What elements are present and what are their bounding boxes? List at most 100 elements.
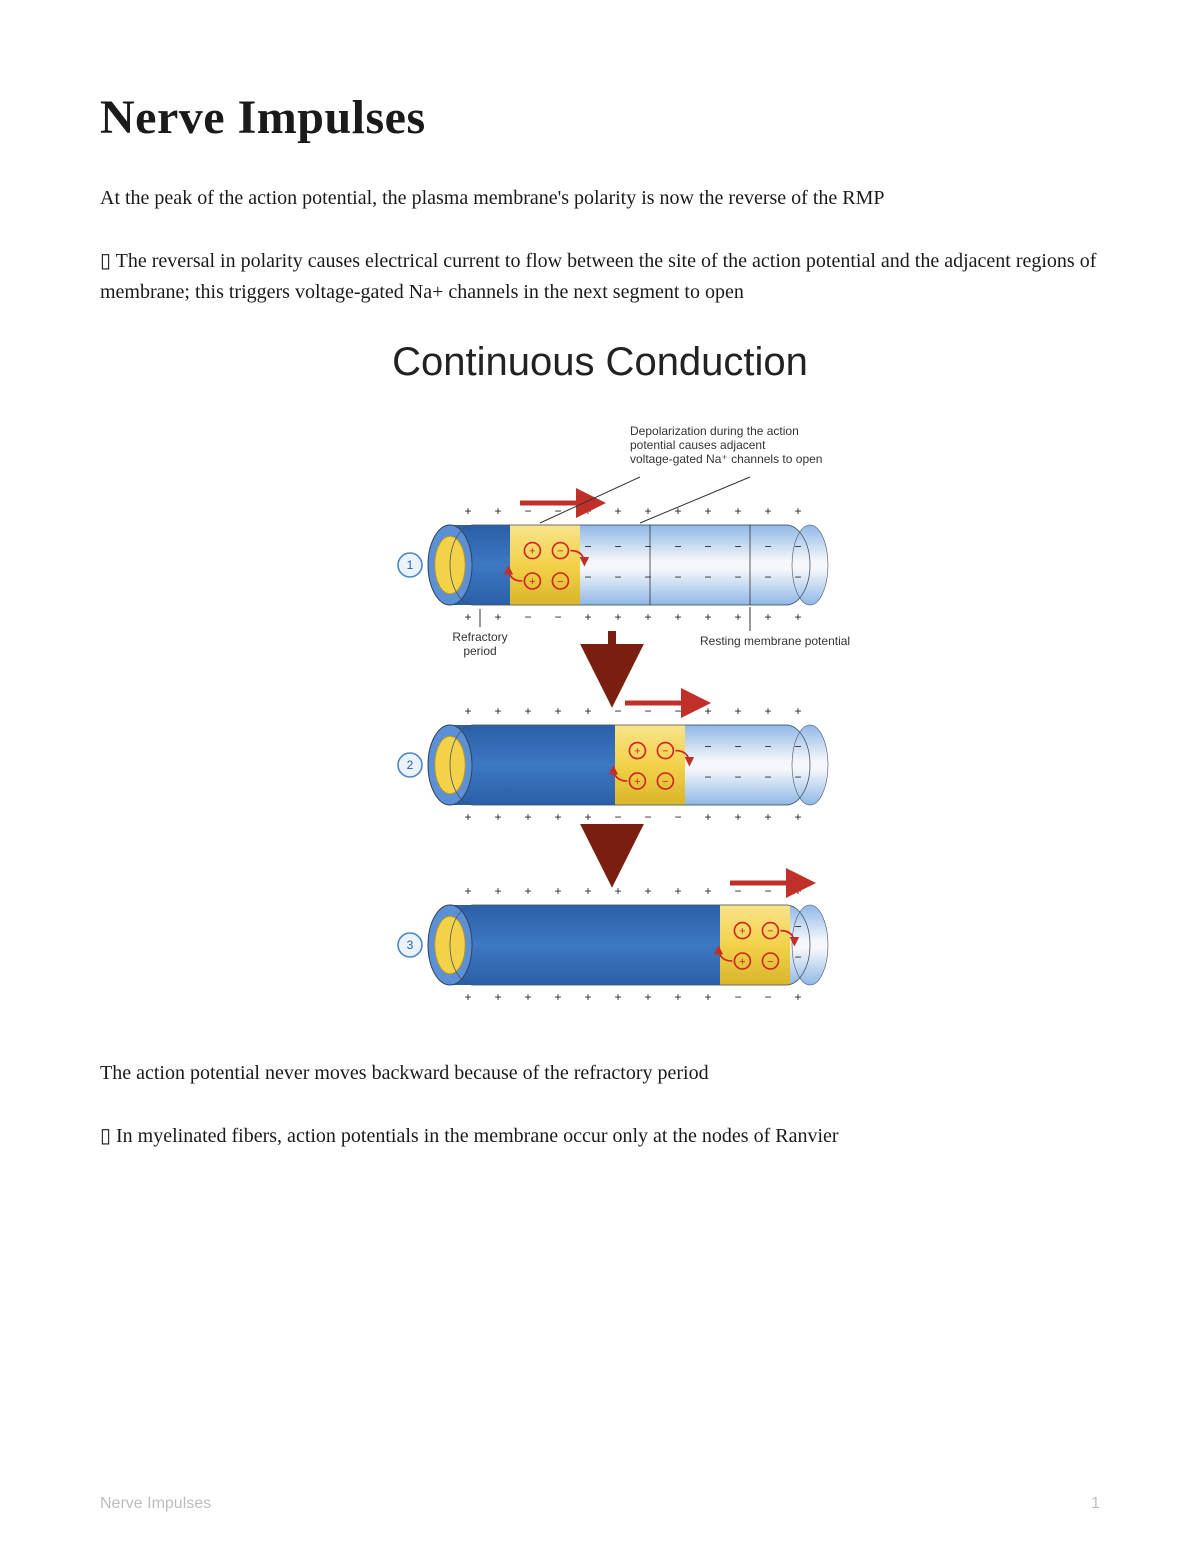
svg-text:Resting membrane potential: Resting membrane potential: [700, 634, 850, 648]
svg-text:+: +: [584, 610, 591, 624]
svg-text:−: −: [674, 810, 681, 824]
paragraph-myelinated: ▯ In myelinated fibers, action potential…: [100, 1121, 1100, 1152]
paragraph-reversal: ▯ The reversal in polarity causes electr…: [100, 246, 1100, 308]
svg-text:+: +: [674, 610, 681, 624]
svg-text:+: +: [494, 704, 501, 718]
svg-text:+: +: [764, 504, 771, 518]
footer-title: Nerve Impulses: [100, 1495, 211, 1513]
svg-text:+: +: [644, 990, 651, 1004]
svg-text:−: −: [767, 926, 773, 938]
svg-text:−: −: [584, 540, 591, 554]
svg-text:−: −: [764, 770, 771, 784]
svg-text:voltage-gated Na⁺ channels to: voltage-gated Na⁺ channels to open: [630, 452, 822, 466]
svg-text:−: −: [734, 990, 741, 1004]
svg-text:+: +: [704, 704, 711, 718]
svg-text:+: +: [704, 884, 711, 898]
svg-text:−: −: [524, 504, 531, 518]
svg-text:+: +: [734, 610, 741, 624]
svg-text:+: +: [464, 704, 471, 718]
svg-text:−: −: [674, 570, 681, 584]
svg-text:+: +: [764, 704, 771, 718]
svg-text:−: −: [764, 884, 771, 898]
svg-text:+: +: [554, 884, 561, 898]
svg-text:−: −: [644, 540, 651, 554]
svg-text:+: +: [704, 504, 711, 518]
svg-text:+: +: [704, 610, 711, 624]
svg-text:+: +: [464, 504, 471, 518]
page-footer: Nerve Impulses 1: [100, 1495, 1100, 1513]
svg-text:−: −: [794, 770, 801, 784]
svg-text:+: +: [494, 990, 501, 1004]
paragraph-intro: At the peak of the action potential, the…: [100, 183, 1100, 214]
svg-text:+: +: [494, 884, 501, 898]
svg-text:−: −: [554, 610, 561, 624]
svg-text:−: −: [614, 810, 621, 824]
svg-text:−: −: [662, 746, 668, 758]
svg-text:+: +: [794, 884, 801, 898]
svg-text:+: +: [494, 504, 501, 518]
svg-text:+: +: [494, 610, 501, 624]
svg-text:−: −: [614, 704, 621, 718]
svg-text:+: +: [529, 576, 535, 588]
svg-text:+: +: [614, 504, 621, 518]
svg-text:2: 2: [407, 758, 414, 772]
svg-text:Depolarization during the acti: Depolarization during the action: [630, 424, 799, 438]
svg-text:+: +: [674, 884, 681, 898]
svg-text:−: −: [644, 704, 651, 718]
paragraph-refractory: The action potential never moves backwar…: [100, 1058, 720, 1089]
svg-text:+: +: [464, 990, 471, 1004]
svg-text:−: −: [734, 740, 741, 754]
svg-text:+: +: [524, 990, 531, 1004]
svg-text:+: +: [614, 884, 621, 898]
svg-text:+: +: [634, 776, 640, 788]
svg-text:+: +: [524, 704, 531, 718]
continuous-conduction-diagram: Continuous Conduction ++++−−−−++++++++++…: [100, 340, 1100, 1030]
page-title: Nerve Impulses: [100, 90, 1100, 145]
svg-text:−: −: [557, 576, 563, 588]
axon-diagram-svg: + + + + − − − − + + + + + + + + + + + + + + + + − − − − − − − − − − − − − − − −…: [320, 405, 880, 1025]
svg-text:−: −: [662, 776, 668, 788]
svg-text:+: +: [634, 746, 640, 758]
svg-text:−: −: [674, 704, 681, 718]
svg-text:+: +: [704, 990, 711, 1004]
svg-text:−: −: [734, 770, 741, 784]
svg-text:−: −: [557, 546, 563, 558]
footer-page-number: 1: [1091, 1495, 1100, 1513]
svg-text:potential causes adjacent: potential causes adjacent: [630, 438, 766, 452]
svg-text:+: +: [704, 810, 711, 824]
svg-text:1: 1: [407, 558, 414, 572]
svg-text:+: +: [529, 546, 535, 558]
svg-text:+: +: [674, 990, 681, 1004]
svg-text:−: −: [767, 956, 773, 968]
svg-text:+: +: [644, 884, 651, 898]
svg-text:−: −: [764, 540, 771, 554]
svg-text:+: +: [584, 704, 591, 718]
svg-text:+: +: [584, 504, 591, 518]
svg-text:−: −: [794, 570, 801, 584]
svg-text:3: 3: [407, 938, 414, 952]
svg-text:−: −: [704, 540, 711, 554]
svg-text:+: +: [734, 810, 741, 824]
svg-text:+: +: [554, 810, 561, 824]
svg-text:−: −: [524, 610, 531, 624]
svg-text:+: +: [464, 884, 471, 898]
svg-text:−: −: [734, 884, 741, 898]
svg-text:−: −: [644, 570, 651, 584]
svg-text:+: +: [794, 610, 801, 624]
svg-text:−: −: [674, 540, 681, 554]
svg-text:+: +: [764, 610, 771, 624]
svg-text:+: +: [554, 990, 561, 1004]
svg-text:+: +: [464, 610, 471, 624]
document-page: Nerve Impulses At the peak of the action…: [0, 0, 1200, 1553]
svg-text:+: +: [734, 504, 741, 518]
svg-text:+: +: [614, 990, 621, 1004]
svg-text:+: +: [739, 956, 745, 968]
svg-text:period: period: [463, 644, 496, 658]
svg-text:Refractory: Refractory: [452, 630, 507, 644]
svg-text:+: +: [644, 504, 651, 518]
svg-text:+: +: [739, 926, 745, 938]
svg-text:−: −: [614, 540, 621, 554]
svg-text:+: +: [794, 990, 801, 1004]
svg-text:−: −: [764, 990, 771, 1004]
svg-text:+: +: [734, 704, 741, 718]
